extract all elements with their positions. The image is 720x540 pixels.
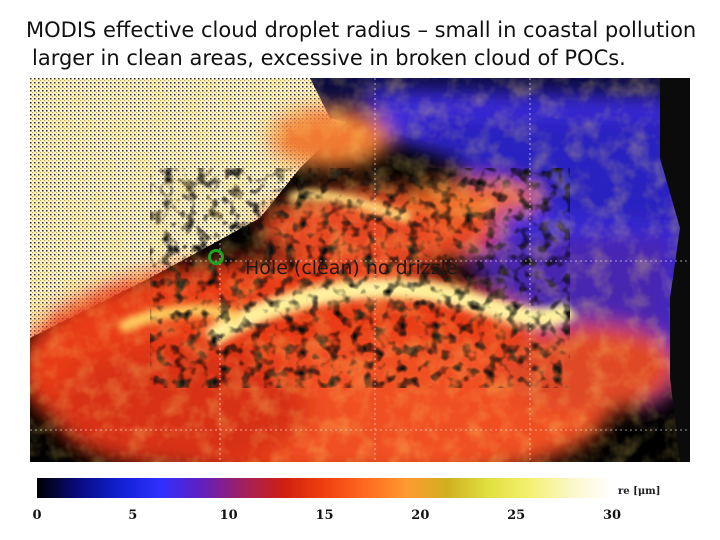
colorbar-unit-label: re [μm] — [618, 486, 661, 497]
coastline-land — [660, 78, 690, 462]
colorbar-tick-20: 20 — [411, 508, 430, 523]
texture-overlay — [30, 78, 690, 462]
colorbar — [37, 478, 612, 498]
colorbar-tick-5: 5 — [128, 508, 138, 523]
colorbar-tick-30: 30 — [602, 508, 622, 523]
page-title: MODIS effective cloud droplet radius – s… — [26, 16, 716, 72]
map-graticule — [30, 78, 690, 462]
hole-marker-circle — [208, 249, 224, 265]
hole-annotation: Hole (clean) no drizzle — [245, 257, 458, 279]
colorbar-tick-15: 15 — [315, 508, 334, 523]
colorbar-tick-0: 0 — [32, 508, 42, 523]
colorbar-tick-25: 25 — [507, 508, 526, 523]
colorbar-tick-10: 10 — [219, 508, 238, 523]
title-line-1: MODIS effective cloud droplet radius – s… — [26, 18, 697, 42]
modis-effective-radius-map — [30, 78, 690, 462]
title-line-2: larger in clean areas, excessive in brok… — [32, 46, 626, 70]
colorbar-gradient — [37, 478, 612, 498]
